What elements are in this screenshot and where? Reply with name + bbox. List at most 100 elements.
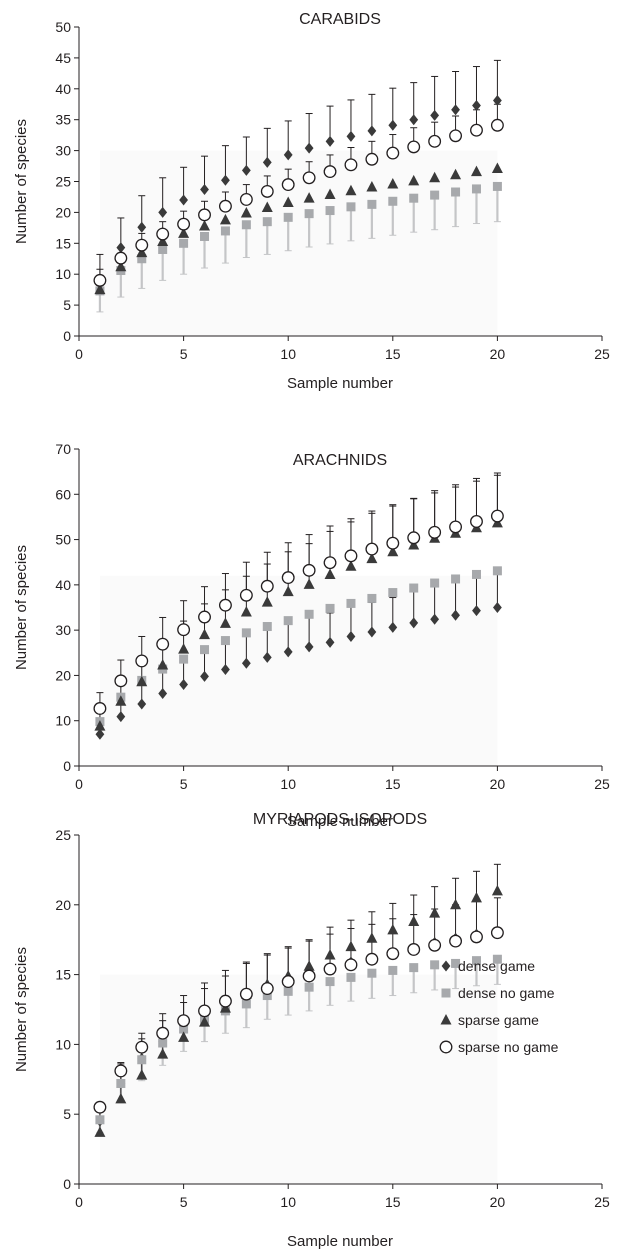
data-point	[241, 164, 251, 176]
data-point	[367, 125, 377, 137]
data-point	[114, 674, 128, 688]
data-point	[177, 1014, 191, 1028]
data-point	[177, 623, 191, 637]
data-point	[304, 609, 314, 619]
data-point	[407, 531, 421, 545]
y-tick-label: 5	[63, 297, 71, 313]
data-point	[283, 646, 293, 658]
data-point	[218, 598, 232, 612]
data-point	[137, 698, 147, 710]
data-point	[366, 181, 378, 192]
data-point	[178, 643, 190, 654]
data-point	[430, 960, 440, 970]
legend-marker	[440, 1014, 452, 1025]
data-point	[239, 192, 253, 206]
data-point	[451, 609, 460, 621]
data-point	[158, 1038, 168, 1048]
data-point	[387, 545, 399, 557]
data-point	[388, 196, 398, 206]
y-tick-label: 50	[55, 532, 71, 548]
data-point	[324, 949, 336, 960]
y-tick-label: 20	[55, 204, 71, 220]
data-point	[282, 585, 294, 597]
data-point	[408, 915, 420, 927]
data-point	[261, 201, 273, 212]
data-point	[388, 965, 398, 975]
data-point	[179, 238, 189, 248]
data-point	[179, 1024, 189, 1034]
y-tick-label: 30	[55, 143, 71, 159]
data-point	[178, 1031, 190, 1042]
data-point	[157, 1048, 169, 1059]
data-point	[219, 213, 231, 225]
data-point	[179, 654, 189, 664]
data-point	[200, 670, 209, 682]
data-point	[470, 123, 483, 137]
data-point	[221, 664, 230, 676]
data-point	[115, 695, 127, 706]
legend-marker	[441, 988, 451, 998]
data-point	[116, 1078, 126, 1088]
data-point	[491, 162, 503, 174]
data-point	[156, 227, 170, 241]
legend-label: sparse game	[458, 1012, 539, 1028]
data-point	[304, 641, 314, 653]
data-point	[177, 217, 191, 231]
data-point	[409, 114, 419, 126]
data-point	[325, 636, 335, 648]
legend: dense game dense no game sparse game sparse…	[439, 958, 559, 1055]
data-point	[221, 174, 230, 186]
y-tick-label: 10	[55, 713, 71, 729]
data-point	[302, 171, 316, 185]
data-point	[430, 190, 440, 200]
data-point	[93, 273, 107, 287]
data-point	[157, 659, 169, 670]
data-point	[200, 645, 210, 655]
data-point	[493, 602, 502, 613]
x-tick-label: 25	[594, 346, 610, 362]
x-axis-label: Sample number	[287, 375, 393, 392]
data-point	[386, 146, 400, 160]
data-point	[158, 244, 168, 254]
x-axis-label: Sample number	[287, 1233, 393, 1250]
legend-label: dense game	[458, 958, 535, 974]
x-tick-label: 0	[75, 346, 83, 362]
data-point	[281, 571, 295, 585]
data-point	[344, 549, 358, 563]
data-point	[198, 1004, 211, 1018]
data-point	[198, 610, 211, 624]
data-point	[470, 165, 482, 177]
legend-marker	[441, 960, 451, 972]
data-point	[303, 192, 315, 203]
panel-arachnids: 0 10 20 30 40 50 60 70 0 5 10 15 20 25 ARACHNIDS Sample…	[13, 441, 610, 830]
data-point	[451, 958, 461, 968]
x-tick-label: 10	[280, 346, 296, 362]
y-tick-label: 15	[55, 235, 71, 251]
data-point	[283, 149, 293, 161]
data-point	[490, 118, 504, 132]
data-point	[470, 891, 482, 903]
plot-shading	[99, 974, 498, 1184]
data-point	[199, 628, 211, 640]
data-point	[325, 977, 335, 987]
data-point	[137, 1055, 147, 1065]
data-point	[304, 209, 314, 219]
data-point	[241, 657, 251, 669]
data-point	[407, 140, 421, 154]
data-point	[449, 934, 463, 948]
series-dense-game	[95, 602, 502, 740]
data-point	[430, 613, 440, 625]
data-point	[239, 588, 253, 602]
data-point	[303, 578, 315, 589]
y-tick-label: 70	[55, 441, 71, 457]
data-point	[218, 994, 232, 1008]
x-tick-label: 5	[180, 776, 188, 792]
y-tick-label: 40	[55, 81, 71, 97]
series-sparse-no-game	[93, 118, 504, 287]
x-tick-label: 10	[280, 776, 296, 792]
x-tick-label: 25	[594, 776, 610, 792]
data-point	[262, 651, 272, 663]
data-point	[240, 207, 252, 218]
data-point	[135, 238, 149, 252]
data-point	[260, 184, 274, 198]
